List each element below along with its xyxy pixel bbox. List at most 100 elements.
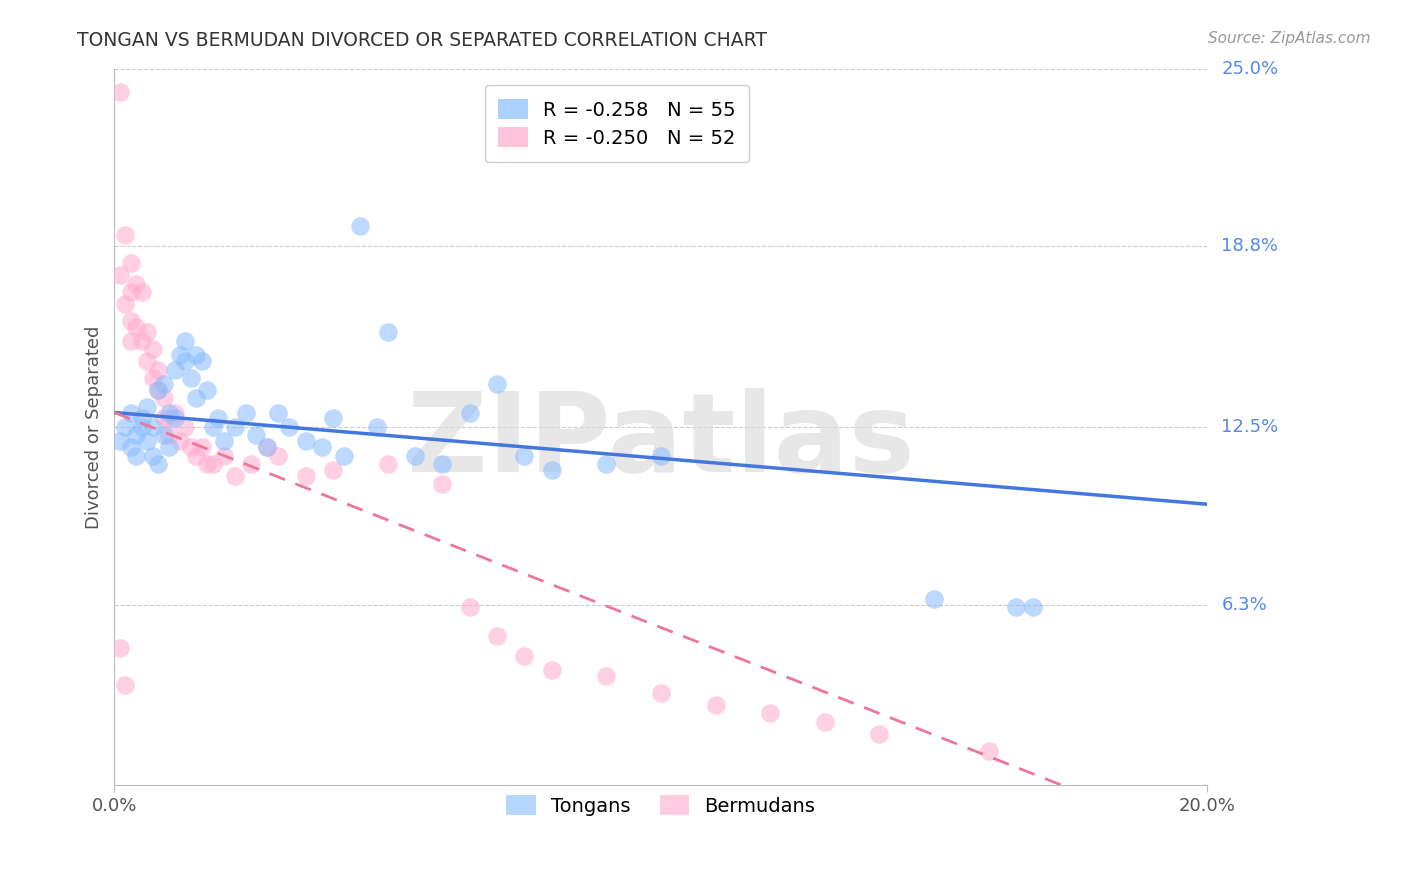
Point [163,405,186,419]
Point [125,428,148,442]
Point [136,326,159,340]
Point [458,405,481,419]
Point [152,411,174,425]
Point [650,686,672,700]
Point [157,405,180,419]
Point [759,706,782,721]
Point [108,85,131,99]
Text: Source: ZipAtlas.com: Source: ZipAtlas.com [1208,31,1371,46]
Point [432,457,454,471]
Point [595,669,617,683]
Point [114,420,136,434]
Text: ZIPatlas: ZIPatlas [406,388,915,495]
Point [120,334,142,348]
Point [174,354,197,368]
Point [142,449,165,463]
Point [131,285,153,300]
Point [322,411,344,425]
Point [108,268,131,282]
Point [146,383,169,397]
Point [120,314,142,328]
Point [513,649,536,664]
Point [163,411,186,425]
Point [513,449,536,463]
Point [322,463,344,477]
Point [136,434,159,449]
Point [485,629,508,643]
Point [377,326,399,340]
Point [142,343,165,357]
Point [152,428,174,442]
Point [256,440,278,454]
Point [195,383,218,397]
Point [180,371,202,385]
Point [485,376,508,391]
Point [366,420,388,434]
Point [108,640,131,655]
Point [224,420,246,434]
Legend: Tongans, Bermudans: Tongans, Bermudans [496,786,825,826]
Point [142,371,165,385]
Point [267,449,290,463]
Point [136,354,159,368]
Point [977,744,1000,758]
Point [432,477,454,491]
Point [174,334,197,348]
Point [333,449,356,463]
Text: 25.0%: 25.0% [1222,60,1278,78]
Point [114,296,136,310]
Point [169,348,191,362]
Point [146,383,169,397]
Y-axis label: Divorced or Separated: Divorced or Separated [86,326,103,529]
Point [125,277,148,291]
Point [377,457,399,471]
Point [458,600,481,615]
Point [207,411,229,425]
Point [349,219,371,234]
Point [294,434,316,449]
Point [169,434,191,449]
Text: 12.5%: 12.5% [1222,417,1278,436]
Point [814,714,837,729]
Point [163,362,186,376]
Point [120,285,142,300]
Point [235,405,257,419]
Point [294,468,316,483]
Point [131,334,153,348]
Point [180,440,202,454]
Point [922,591,945,606]
Point [186,348,208,362]
Point [201,457,224,471]
Point [704,698,727,712]
Point [240,457,263,471]
Point [157,411,180,425]
Point [125,319,148,334]
Point [245,428,267,442]
Point [157,428,180,442]
Point [131,420,153,434]
Point [267,405,290,419]
Point [212,449,235,463]
Point [650,449,672,463]
Point [1005,600,1028,615]
Point [120,440,142,454]
Point [174,420,197,434]
Point [869,726,891,740]
Point [1021,600,1043,615]
Point [120,256,142,270]
Point [186,391,208,405]
Point [108,434,131,449]
Point [595,457,617,471]
Text: 6.3%: 6.3% [1222,596,1267,614]
Point [152,376,174,391]
Text: 18.8%: 18.8% [1222,237,1278,255]
Point [256,440,278,454]
Point [201,420,224,434]
Point [125,449,148,463]
Point [278,420,301,434]
Point [131,411,153,425]
Point [146,457,169,471]
Point [136,400,159,414]
Point [146,362,169,376]
Point [540,664,562,678]
